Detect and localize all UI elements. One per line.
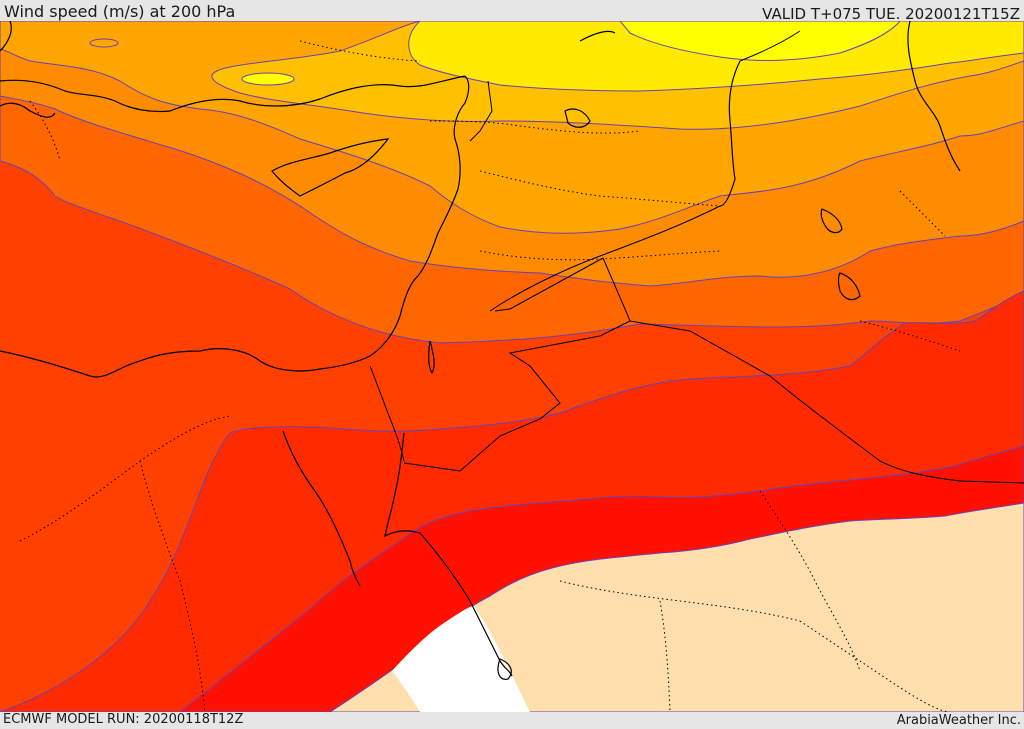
band-white: [392, 606, 530, 712]
country-borders: [19, 40, 961, 712]
top-bar: Wind speed (m/s) at 200 hPa VALID T+075 …: [0, 0, 1024, 23]
coastlines: [0, 21, 961, 680]
band-small-spot: [89, 38, 119, 48]
band-yellow: [619, 21, 901, 61]
map-title: Wind speed (m/s) at 200 hPa: [4, 2, 236, 21]
political-lines: [369, 30, 1024, 484]
model-run-label: ECMWF MODEL RUN: 20200118T12Z: [3, 712, 244, 727]
provider-label: ArabiaWeather Inc.: [896, 713, 1021, 728]
valid-time: VALID T+075 TUE. 20200121T15Z: [762, 5, 1020, 23]
wind-speed-map[interactable]: [0, 21, 1024, 712]
band-yellow-spot: [241, 72, 295, 86]
bottom-bar: ECMWF MODEL RUN: 20200118T12Z ArabiaWeat…: [0, 712, 1024, 729]
